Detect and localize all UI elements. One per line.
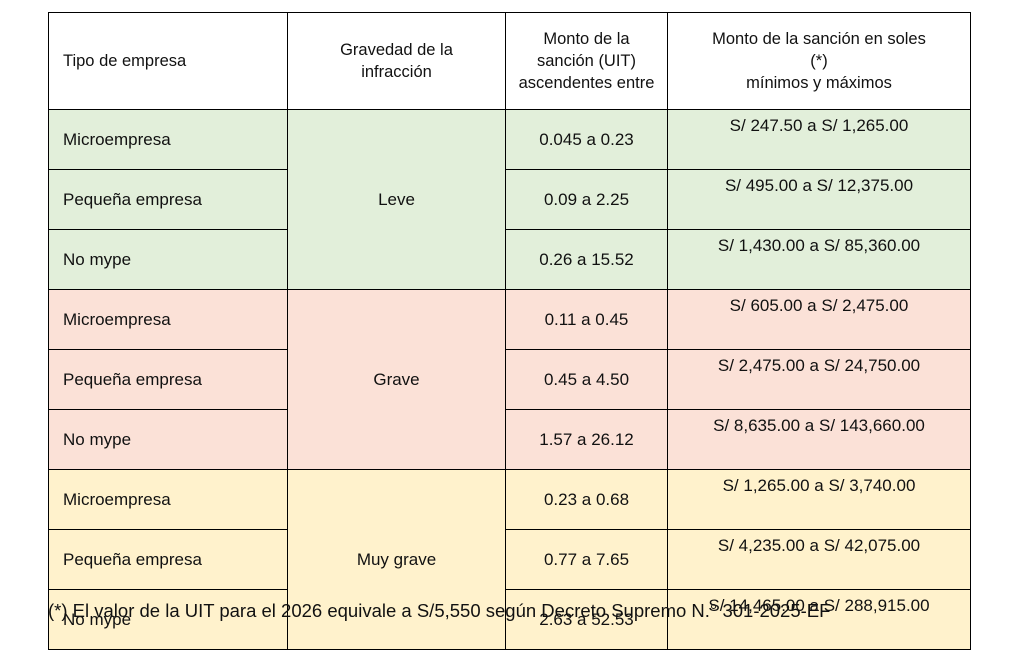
uit-range: 0.45 a 4.50	[505, 349, 668, 410]
header-line: mínimos y máximos	[746, 74, 892, 92]
table-body: Microempresa Leve 0.045 a 0.23 S/ 247.50 a …	[48, 109, 971, 650]
sanctions-table: Tipo de empresa Gravedad de la infracción M…	[48, 12, 971, 650]
header-line: (*)	[810, 52, 828, 70]
company-type: Microempresa	[48, 109, 288, 170]
company-type: No mype	[48, 229, 288, 290]
company-type: Microempresa	[48, 469, 288, 530]
severity: Grave	[287, 289, 506, 470]
soles-range: S/ 247.50 a S/ 1,265.00	[667, 109, 971, 170]
row: Pequeña empresa 0.09 a 2.25 S/ 495.00 a S/…	[48, 169, 971, 230]
company-type: Pequeña empresa	[48, 529, 288, 590]
company-type: Microempresa	[48, 289, 288, 350]
header-line: Gravedad de la	[340, 41, 453, 59]
header-line: Tipo de empresa	[63, 52, 187, 70]
soles-range: S/ 495.00 a S/ 12,375.00	[667, 169, 971, 230]
soles-range: S/ 14,465.00 a S/ 288,915.00	[667, 589, 971, 650]
soles-range: S/ 4,235.00 a S/ 42,075.00	[667, 529, 971, 590]
header-cell: Gravedad de la infracción	[287, 12, 506, 110]
uit-range: 1.57 a 26.12	[505, 409, 668, 470]
header-line: Monto de la	[543, 30, 630, 48]
uit-range: 0.77 a 7.65	[505, 529, 668, 590]
table-wrap: Tipo de empresa Gravedad de la infracción M…	[48, 12, 971, 650]
soles-range: S/ 8,635.00 a S/ 143,660.00	[667, 409, 971, 470]
company-type: No mype	[48, 589, 288, 650]
header-cell: Monto de la sanción (UIT) ascendentes entr…	[505, 12, 668, 110]
header-line: ascendentes entre	[518, 74, 655, 92]
uit-range: 0.26 a 15.52	[505, 229, 668, 290]
header-cell: Monto de la sanción en soles (*) mínimos y…	[667, 12, 971, 110]
row: No mype 1.57 a 26.12 S/ 8,635.00 a S/ 143,…	[48, 409, 971, 470]
company-type: Pequeña empresa	[48, 349, 288, 410]
uit-range: 0.045 a 0.23	[505, 109, 668, 170]
uit-range: 0.23 a 0.68	[505, 469, 668, 530]
uit-range: 0.09 a 2.25	[505, 169, 668, 230]
row: Pequeña empresa 0.77 a 7.65 S/ 4,235.00 a …	[48, 529, 971, 590]
header-line: infracción	[361, 63, 432, 81]
row: Microempresa Muy grave 0.23 a 0.68 S/ 1,265…	[48, 469, 971, 650]
company-type: Pequeña empresa	[48, 169, 288, 230]
header-line: Monto de la sanción en soles	[712, 30, 926, 48]
severity: Leve	[287, 109, 506, 290]
row: Pequeña empresa 0.45 a 4.50 S/ 2,475.00 a …	[48, 349, 971, 410]
company-type: No mype	[48, 409, 288, 470]
soles-range: S/ 2,475.00 a S/ 24,750.00	[667, 349, 971, 410]
row: Microempresa Leve 0.045 a 0.23 S/ 247.50 a …	[48, 109, 971, 290]
footnote: (*) El valor de la UIT para el 2026 equi…	[48, 600, 831, 621]
soles-range: S/ 1,265.00 a S/ 3,740.00	[667, 469, 971, 530]
header-line: sanción (UIT)	[536, 52, 637, 70]
row: No mype 2.63 a 52.53 S/ 14,465.00 a S/ 288…	[48, 589, 971, 650]
uit-range: 0.11 a 0.45	[505, 289, 668, 350]
header-row: Tipo de empresa Gravedad de la infracción M…	[48, 12, 971, 110]
row: Microempresa Grave 0.11 a 0.45 S/ 605.00 a …	[48, 289, 971, 470]
severity: Muy grave	[287, 469, 506, 650]
row: No mype 0.26 a 15.52 S/ 1,430.00 a S/ 85,3…	[48, 229, 971, 290]
soles-range: S/ 605.00 a S/ 2,475.00	[667, 289, 971, 350]
header-cell: Tipo de empresa	[48, 12, 288, 110]
soles-range: S/ 1,430.00 a S/ 85,360.00	[667, 229, 971, 290]
